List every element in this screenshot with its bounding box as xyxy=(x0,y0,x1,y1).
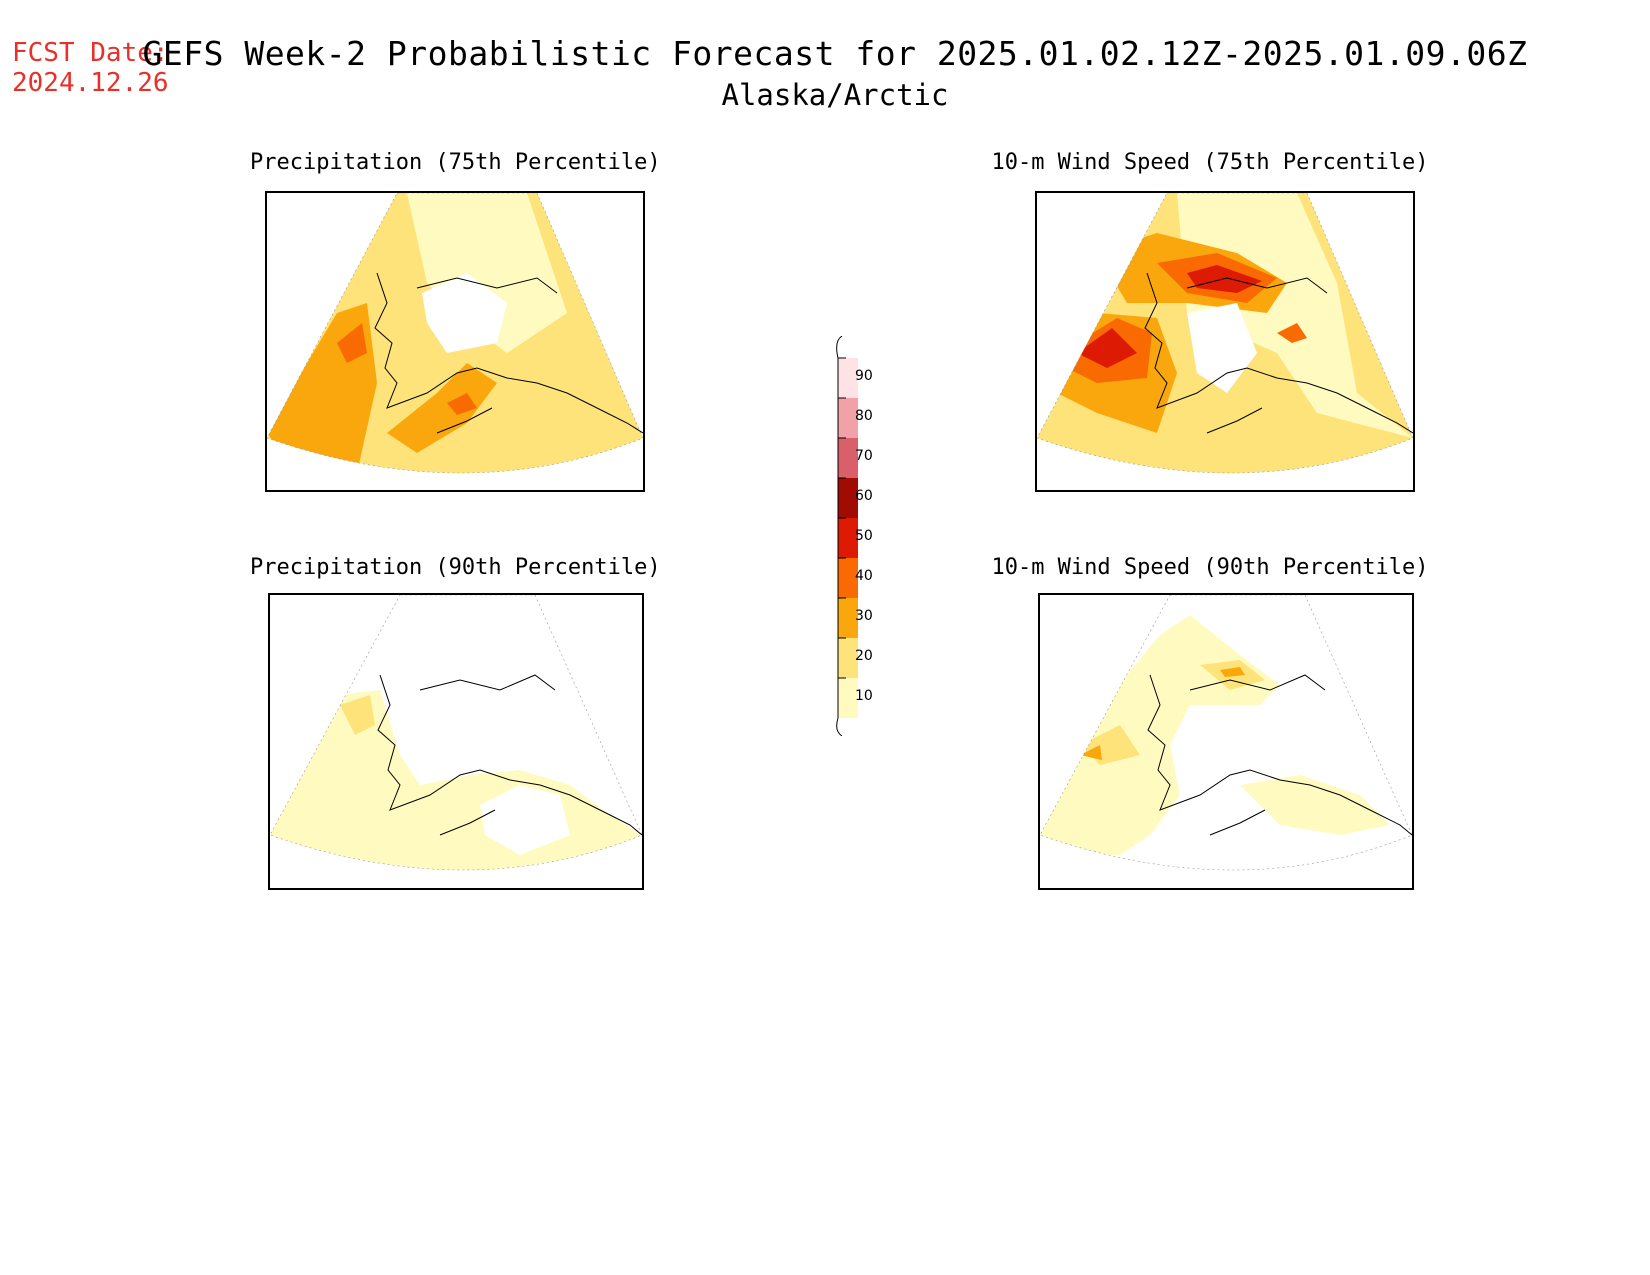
map-panel-precip-90 xyxy=(268,593,644,890)
panel-title-precip-90: Precipitation (90th Percentile) xyxy=(250,555,661,580)
forecast-date-block: FCST Date: 2024.12.26 xyxy=(12,38,169,98)
colorbar-segment-60 xyxy=(838,478,858,518)
page-title: GEFS Week-2 Probabilistic Forecast for 2… xyxy=(142,34,1528,73)
map-precip-90 xyxy=(270,595,642,871)
colorbar-segment-30 xyxy=(838,598,858,638)
forecast-date-label: FCST Date: xyxy=(12,38,169,68)
colorbar-label-10: 10 xyxy=(855,688,873,704)
colorbar xyxy=(816,335,896,737)
map-panel-wind-75 xyxy=(1035,191,1415,492)
colorbar-svg xyxy=(836,335,858,737)
map-panel-wind-90 xyxy=(1038,593,1414,890)
colorbar-segment-80 xyxy=(838,398,858,438)
panel-title-wind-75: 10-m Wind Speed (75th Percentile) xyxy=(991,150,1429,175)
colorbar-label-80: 80 xyxy=(855,408,873,424)
colorbar-segment-50 xyxy=(838,518,858,558)
colorbar-label-90: 90 xyxy=(855,368,873,384)
panel-title-wind-90: 10-m Wind Speed (90th Percentile) xyxy=(991,555,1429,580)
colorbar-label-20: 20 xyxy=(855,648,873,664)
map-panel-precip-75 xyxy=(265,191,645,492)
colorbar-segment-40 xyxy=(838,558,858,598)
colorbar-label-50: 50 xyxy=(855,528,873,544)
colorbar-segment-10 xyxy=(838,678,858,718)
colorbar-segment-90 xyxy=(838,358,858,398)
colorbar-label-70: 70 xyxy=(855,448,873,464)
map-wind-75 xyxy=(1037,193,1413,474)
forecast-date-value: 2024.12.26 xyxy=(12,68,169,98)
map-wind-90 xyxy=(1040,595,1412,871)
panel-title-precip-75: Precipitation (75th Percentile) xyxy=(250,150,661,175)
map-precip-75 xyxy=(267,193,643,474)
colorbar-segment-20 xyxy=(838,638,858,678)
colorbar-label-30: 30 xyxy=(855,608,873,624)
colorbar-segment-70 xyxy=(838,438,858,478)
page-subtitle: Alaska/Arctic xyxy=(721,78,949,112)
colorbar-label-60: 60 xyxy=(855,488,873,504)
colorbar-label-40: 40 xyxy=(855,568,873,584)
